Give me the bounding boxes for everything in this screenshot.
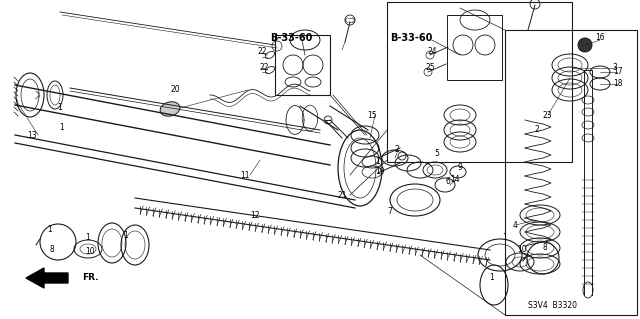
Text: FR.: FR. (82, 273, 99, 283)
Text: 19: 19 (375, 167, 385, 176)
Text: 4: 4 (513, 220, 517, 229)
Text: 22: 22 (259, 63, 269, 72)
Text: 10: 10 (85, 248, 95, 256)
Bar (275, 35, 330, 95)
Text: 1: 1 (124, 231, 129, 240)
Text: 13: 13 (27, 130, 37, 139)
Text: 25: 25 (425, 63, 435, 72)
FancyArrow shape (26, 268, 68, 288)
Text: B-33-60: B-33-60 (390, 33, 433, 43)
Text: 10: 10 (517, 246, 527, 255)
Text: 14: 14 (450, 175, 460, 184)
Text: 18: 18 (613, 79, 623, 88)
Text: 24: 24 (427, 48, 437, 56)
Text: 9: 9 (458, 162, 463, 172)
Text: 11: 11 (240, 170, 250, 180)
Text: 20: 20 (170, 85, 180, 94)
Text: 8: 8 (543, 243, 547, 253)
Text: 22: 22 (257, 48, 267, 56)
Bar (505, 30, 637, 315)
Text: 1: 1 (47, 226, 52, 234)
Text: 16: 16 (595, 33, 605, 41)
Text: 5: 5 (435, 149, 440, 158)
Text: B-33-60: B-33-60 (270, 33, 312, 43)
Text: 8: 8 (50, 246, 54, 255)
Text: 7: 7 (388, 207, 392, 217)
Text: 1: 1 (490, 273, 494, 283)
Text: 6: 6 (445, 177, 451, 187)
Text: 1: 1 (58, 103, 62, 113)
Bar (387, 2, 572, 162)
Text: 1: 1 (376, 158, 380, 167)
Text: 12: 12 (250, 211, 260, 219)
Circle shape (578, 38, 592, 52)
Text: 1: 1 (502, 234, 508, 242)
Text: 23: 23 (542, 110, 552, 120)
Text: 3: 3 (612, 63, 618, 72)
Text: S3V4  B3320: S3V4 B3320 (527, 300, 577, 309)
Text: 15: 15 (367, 110, 377, 120)
Text: 1: 1 (86, 233, 90, 241)
Ellipse shape (160, 102, 180, 116)
Bar (447, 15, 502, 80)
Text: 21: 21 (337, 190, 347, 199)
Text: 2: 2 (395, 145, 399, 154)
Text: 17: 17 (613, 68, 623, 77)
Text: 1: 1 (60, 123, 65, 132)
Text: 2: 2 (534, 125, 540, 135)
